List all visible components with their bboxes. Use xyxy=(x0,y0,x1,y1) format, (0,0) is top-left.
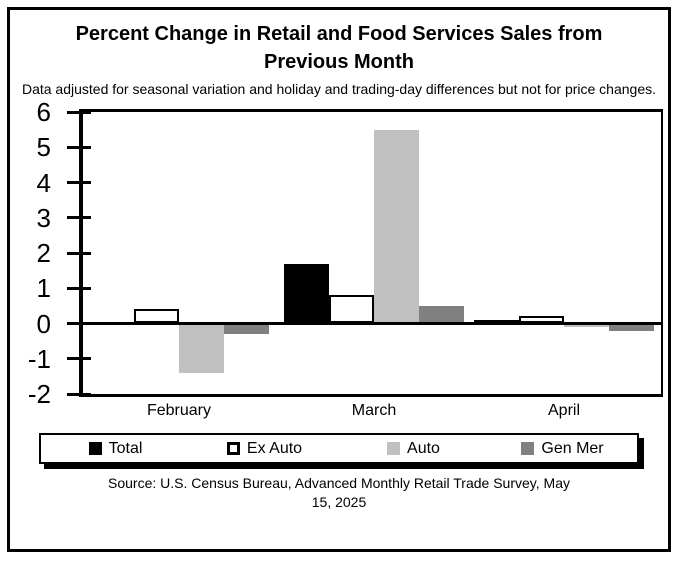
bar-auto-april xyxy=(564,323,609,328)
legend-label-gen-mer: Gen Mer xyxy=(541,439,604,457)
bar-gen-mer-april xyxy=(609,323,654,331)
legend: Total Ex Auto Auto Gen Mer xyxy=(39,433,639,464)
x-axis-label-april: April xyxy=(547,402,581,419)
y-tick-label: 1 xyxy=(36,273,51,304)
legend-swatch-gen-mer xyxy=(521,442,535,455)
y-tick-mark xyxy=(67,181,91,184)
y-tick-label: 2 xyxy=(36,238,51,268)
y-tick-label: -1 xyxy=(27,343,51,374)
x-axis-labels: February March April xyxy=(83,402,663,426)
legend-swatch-auto xyxy=(387,442,401,455)
y-tick-mark xyxy=(67,286,91,290)
x-axis-label-february: February xyxy=(146,402,212,419)
y-tick-label: -2 xyxy=(27,379,51,409)
legend-swatch-total xyxy=(88,442,102,455)
bar-total-april xyxy=(474,319,519,324)
plot-area xyxy=(67,109,663,397)
y-tick-label: 5 xyxy=(36,132,51,163)
y-tick-mark xyxy=(67,322,91,325)
source-note: Source: U.S. Census Bureau, Advanced Mon… xyxy=(108,475,570,510)
bar-auto-march xyxy=(374,129,419,324)
bar-gen-mer-february xyxy=(224,323,269,335)
legend-item-ex-auto: Ex Auto xyxy=(226,439,303,458)
y-tick-label: 4 xyxy=(36,167,51,198)
y-tick-mark xyxy=(67,110,91,114)
bar-total-march xyxy=(284,263,329,324)
y-tick-label: 3 xyxy=(36,202,51,233)
legend-label-total: Total xyxy=(108,439,143,457)
y-tick-label: 0 xyxy=(36,308,51,339)
bar-chart: 6 5 4 3 2 1 0 -1 -2 xyxy=(10,99,668,407)
chart-title: Percent Change in Retail and Food Servic… xyxy=(75,23,603,73)
x-axis-label-march: March xyxy=(351,402,397,419)
chart-frame: Percent Change in Retail and Food Servic… xyxy=(7,7,671,552)
y-tick-mark xyxy=(67,251,91,255)
legend-label-ex-auto: Ex Auto xyxy=(246,439,303,457)
y-tick-label: 6 xyxy=(36,97,51,127)
y-axis: 6 5 4 3 2 1 0 -1 -2 xyxy=(10,99,79,407)
y-tick-mark xyxy=(67,392,91,396)
legend-item-total: Total xyxy=(88,439,143,458)
chart-subtitle: Data adjusted for seasonal variation and… xyxy=(21,81,657,97)
bar-ex-auto-march xyxy=(329,295,374,324)
bar-auto-february xyxy=(179,323,224,373)
legend-label-auto: Auto xyxy=(407,439,440,457)
legend-item-gen-mer: Gen Mer xyxy=(521,439,604,458)
y-tick-mark xyxy=(67,145,91,149)
legend-swatch-ex-auto xyxy=(226,442,240,455)
legend-item-auto: Auto xyxy=(387,440,440,458)
y-tick-mark xyxy=(67,357,91,361)
y-tick-mark xyxy=(67,216,91,220)
bar-gen-mer-march xyxy=(419,305,464,324)
zero-axis-line xyxy=(83,322,661,325)
